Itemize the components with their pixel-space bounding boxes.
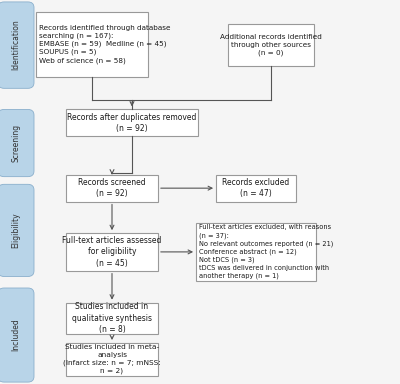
Text: Included: Included bbox=[12, 319, 20, 351]
Bar bbox=[66, 109, 198, 136]
FancyBboxPatch shape bbox=[0, 2, 34, 88]
FancyBboxPatch shape bbox=[0, 109, 34, 177]
Text: Eligibility: Eligibility bbox=[12, 213, 20, 248]
Text: Records identified through database
searching (n = 167):
EMBASE (n = 59)  Medlin: Records identified through database sear… bbox=[39, 25, 171, 64]
FancyBboxPatch shape bbox=[0, 184, 34, 276]
Bar bbox=[66, 175, 158, 202]
Bar bbox=[196, 223, 316, 281]
Bar bbox=[66, 343, 158, 376]
Text: Full-text articles assessed
for eligibility
(n = 45): Full-text articles assessed for eligibil… bbox=[62, 236, 162, 268]
Text: Records excluded
(n = 47): Records excluded (n = 47) bbox=[222, 178, 290, 199]
Bar bbox=[66, 303, 158, 334]
Text: Full-text articles excluded, with reasons
(n = 37):
No relevant outcomes reporte: Full-text articles excluded, with reason… bbox=[199, 224, 334, 280]
Bar bbox=[228, 24, 314, 66]
Text: Studies included in meta-
analysis
(Infarct size: n = 7; mNSS:
n = 2): Studies included in meta- analysis (Infa… bbox=[63, 344, 161, 374]
Bar bbox=[66, 233, 158, 271]
Bar bbox=[36, 12, 148, 77]
Bar bbox=[216, 175, 296, 202]
Text: Records after duplicates removed
(n = 92): Records after duplicates removed (n = 92… bbox=[67, 113, 197, 133]
Text: Identification: Identification bbox=[12, 20, 20, 71]
Text: Additional records identified
through other sources
(n = 0): Additional records identified through ot… bbox=[220, 34, 322, 56]
Text: Studies included in
qualitative synthesis
(n = 8): Studies included in qualitative synthesi… bbox=[72, 302, 152, 334]
Text: Records screened
(n = 92): Records screened (n = 92) bbox=[78, 178, 146, 199]
Text: Screening: Screening bbox=[12, 124, 20, 162]
FancyBboxPatch shape bbox=[0, 288, 34, 382]
